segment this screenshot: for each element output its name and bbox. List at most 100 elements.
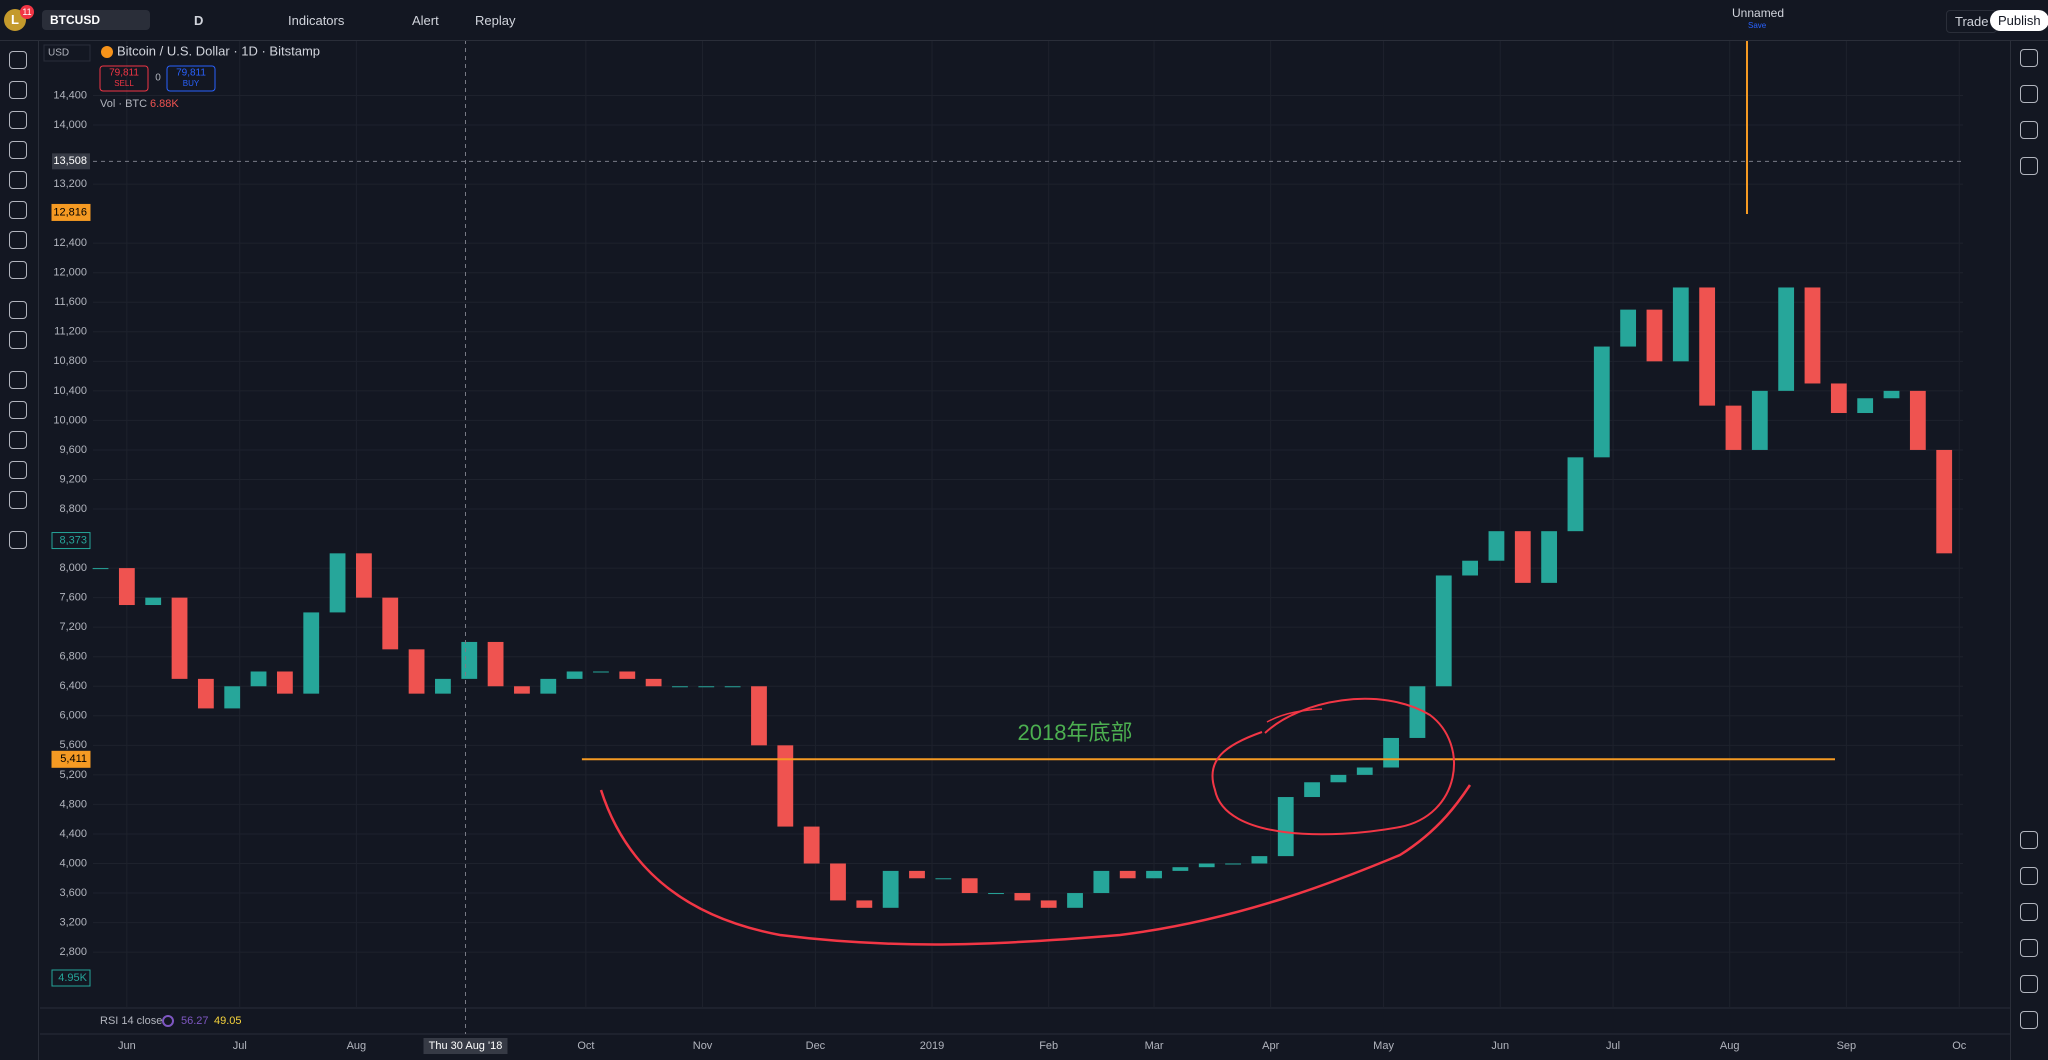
tool-icon[interactable] [9,491,27,509]
spread: 0 [155,73,161,84]
x-tick-label: May [1373,1040,1394,1052]
y-tick-label: 8,000 [59,562,87,574]
candle [1040,900,1057,908]
price-label: 8,373 [59,534,87,546]
rsi-icon [162,1015,174,1027]
candle [1541,531,1558,583]
candle [672,686,688,688]
replay-button[interactable]: Replay [475,13,516,28]
candle [92,568,109,570]
rsi-value: 56.27 [181,1015,209,1027]
candle [1646,309,1663,362]
candle [171,597,188,679]
candle [856,900,873,908]
candle [435,678,451,694]
side-icon[interactable] [2020,939,2038,957]
candle [1488,531,1505,561]
alert-button[interactable]: Alert [412,13,439,28]
y-tick-label: 10,400 [53,385,87,397]
side-icon[interactable] [2020,831,2038,849]
side-icon[interactable] [2020,85,2038,103]
candle [1146,870,1162,879]
tool-icon[interactable] [9,81,27,99]
x-tick-label: Nov [693,1040,713,1052]
buy-button[interactable] [166,65,216,92]
candle [540,678,557,694]
candle [1699,287,1716,406]
candle [1725,405,1742,450]
tool-icon[interactable] [9,461,27,479]
candle [250,671,267,687]
tool-icon[interactable] [9,431,27,449]
tool-icon[interactable] [9,371,27,389]
tool-icon[interactable] [9,331,27,349]
price-label: 12,816 [53,206,87,218]
candle [356,553,372,598]
y-tick-label: 12,000 [53,267,87,279]
currency: USD [48,48,69,59]
drawn-curve [599,784,1472,946]
candle [276,671,293,694]
publish-button[interactable]: Publish [1990,10,2048,31]
candle [1277,797,1294,857]
annotation: 2018年底部 [1018,720,1133,745]
layout-name[interactable]: Unnamed [1732,6,1785,20]
candle [1172,867,1189,871]
sell-price: 79,811 [109,68,139,79]
candle [487,641,504,687]
candle [988,893,1004,895]
tool-icon[interactable] [9,111,27,129]
candle [1751,390,1768,450]
tool-icon[interactable] [9,261,27,279]
side-icon[interactable] [2020,1011,2038,1029]
x-tick-label: Apr [1262,1040,1279,1052]
candle [1409,686,1426,738]
side-icon[interactable] [2020,121,2038,139]
x-tick-label: Oc [1952,1040,1967,1052]
side-icon[interactable] [2020,903,2038,921]
tool-icon[interactable] [9,201,27,219]
x-tick-label: 2019 [920,1040,944,1052]
candle [1567,457,1584,532]
y-tick-label: 4,000 [59,857,87,869]
tool-icon[interactable] [9,231,27,249]
interval[interactable]: D [194,13,204,28]
candle [382,597,399,650]
crosshair-price: 13,508 [53,155,87,167]
candle [1435,575,1452,687]
y-tick-label: 9,200 [59,473,87,485]
candle [408,649,425,694]
candle [961,878,978,894]
candle [461,641,478,679]
badge: 11 [20,5,34,19]
side-icon[interactable] [2020,867,2038,885]
sell-button[interactable] [99,65,149,92]
price-label-box [51,750,91,768]
candle [566,671,583,679]
side-icon[interactable] [2020,157,2038,175]
y-tick-label: 5,600 [59,739,87,751]
tool-icon[interactable] [9,531,27,549]
candle [1251,856,1268,864]
save-label[interactable]: Save [1748,21,1767,30]
tool-icon[interactable] [9,51,27,69]
currency-select[interactable] [43,44,91,62]
candle [1936,449,1953,554]
tool-icon[interactable] [9,171,27,189]
indicators-button[interactable]: Indicators [288,13,345,28]
x-tick-label: Jul [233,1040,247,1052]
tool-icon[interactable] [9,401,27,419]
tool-icon[interactable] [9,141,27,159]
y-tick-label: 6,400 [59,680,87,692]
x-tick-label: Jul [1606,1040,1620,1052]
symbol-search[interactable]: BTCUSD [42,10,150,30]
side-icon[interactable] [2020,975,2038,993]
tool-icon[interactable] [9,301,27,319]
drawn-circle [1211,697,1455,836]
candle [1593,346,1610,458]
candle [1198,863,1215,868]
side-icon[interactable] [2020,49,2038,67]
candle [224,686,241,709]
candle [329,553,346,613]
